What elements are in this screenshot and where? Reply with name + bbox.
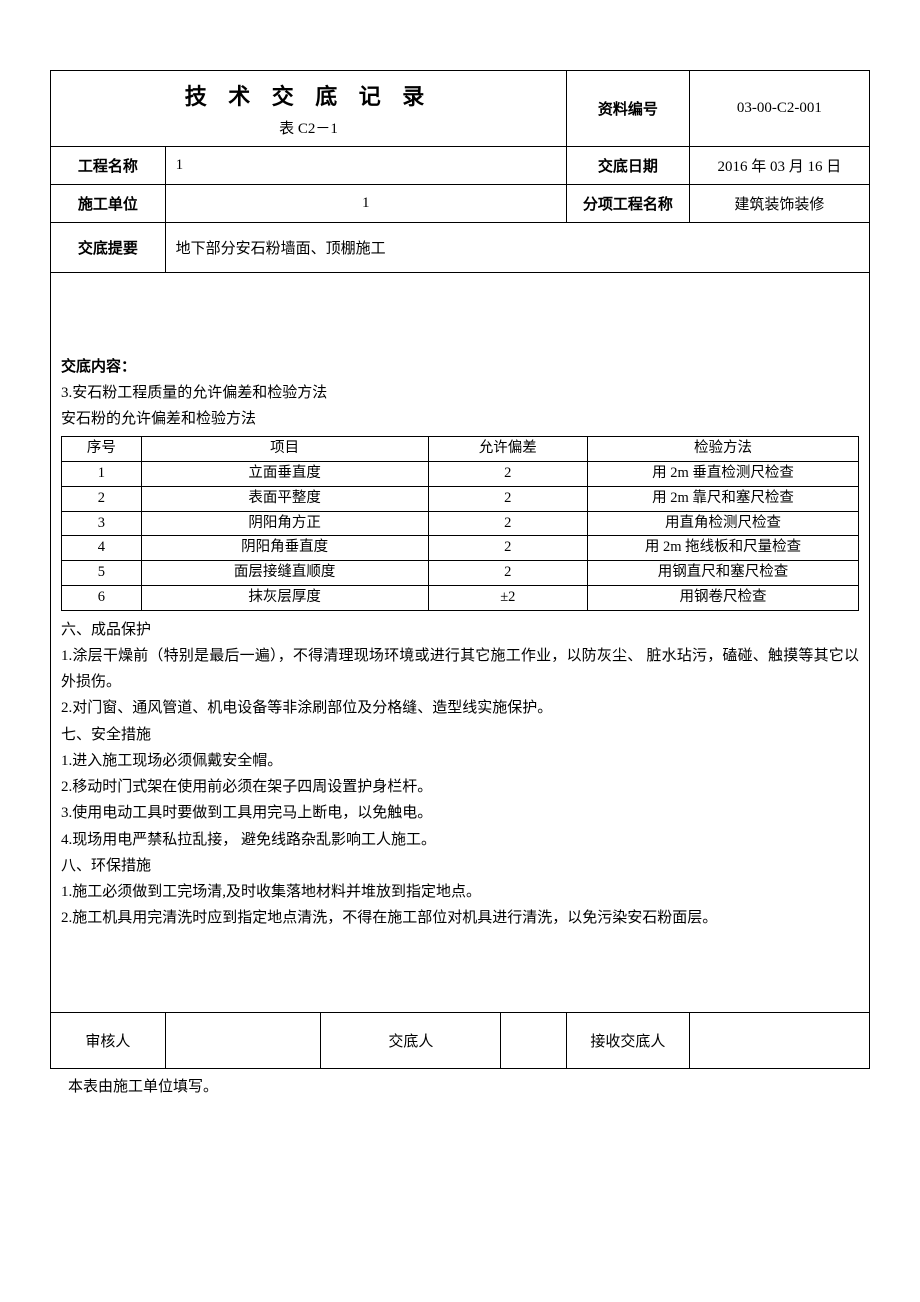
summary-label: 交底提要 [51,223,166,273]
cell-method: 用 2m 垂直检测尺检查 [588,462,859,487]
cell-seq: 2 [62,486,142,511]
cell-item: 阴阳角方正 [141,511,428,536]
unit-value: 1 [165,185,566,223]
cell-method: 用钢直尺和塞尺检查 [588,561,859,586]
main-document-table: 技 术 交 底 记 录 表 C2－1 资料编号 03-00-C2-001 工程名… [50,70,870,1069]
cell-item: 抹灰层厚度 [141,585,428,610]
summary-value: 地下部分安石粉墙面、顶棚施工 [165,223,869,273]
section6-item-2: 2.对门窗、通风管道、机电设备等非涂刷部位及分格缝、造型线实施保护。 [61,695,859,721]
intro-line-1: 3.安石粉工程质量的允许偏差和检验方法 [61,380,859,406]
cell-seq: 1 [62,462,142,487]
intro-line-2: 安石粉的允许偏差和检验方法 [61,406,859,432]
section7-item-2: 2.移动时门式架在使用前必须在架子四周设置护身栏杆。 [61,774,859,800]
cell-dev: 2 [428,462,587,487]
table-row: 1 立面垂直度 2 用 2m 垂直检测尺检查 [62,462,859,487]
sig-value-discloser [501,1013,567,1069]
table-row: 5 面层接缝直顺度 2 用钢直尺和塞尺检查 [62,561,859,586]
doc-no-label: 资料编号 [566,71,689,147]
table-row: 3 阴阳角方正 2 用直角检测尺检查 [62,511,859,536]
title-row: 技 术 交 底 记 录 表 C2－1 资料编号 03-00-C2-001 [51,71,870,147]
cell-method: 用 2m 靠尺和塞尺检查 [588,486,859,511]
cell-item: 阴阳角垂直度 [141,536,428,561]
sig-value-reviewer [165,1013,321,1069]
section7-item-1: 1.进入施工现场必须佩戴安全帽。 [61,748,859,774]
sig-label-receiver: 接收交底人 [566,1013,689,1069]
cell-dev: 2 [428,511,587,536]
th-item: 项目 [141,437,428,462]
cell-seq: 6 [62,585,142,610]
table-row: 2 表面平整度 2 用 2m 靠尺和塞尺检查 [62,486,859,511]
section6-title: 六、成品保护 [61,617,859,643]
section6-item-1: 1.涂层干燥前（特别是最后一遍），不得清理现场环境或进行其它施工作业，以防灰尘、… [61,643,859,696]
cell-method: 用钢卷尺检查 [588,585,859,610]
cell-item: 立面垂直度 [141,462,428,487]
th-method: 检验方法 [588,437,859,462]
sub-value: 建筑装饰装修 [689,185,869,223]
sig-label-reviewer: 审核人 [51,1013,166,1069]
section7-item-3: 3.使用电动工具时要做到工具用完马上断电，以免触电。 [61,800,859,826]
section8-item-2: 2.施工机具用完清洗时应到指定地点清洗，不得在施工部位对机具进行清洗，以免污染安… [61,905,859,931]
title-cell: 技 术 交 底 记 录 表 C2－1 [51,71,567,147]
section8-item-1: 1.施工必须做到工完场清,及时收集落地材料并堆放到指定地点。 [61,879,859,905]
date-value: 2016 年 03 月 16 日 [689,147,869,185]
date-label: 交底日期 [566,147,689,185]
cell-dev: 2 [428,561,587,586]
document-subtitle: 表 C2－1 [61,117,556,138]
cell-dev: 2 [428,536,587,561]
content-row: 交底内容： 3.安石粉工程质量的允许偏差和检验方法 安石粉的允许偏差和检验方法 … [51,273,870,1013]
sig-value-receiver [689,1013,869,1069]
cell-dev: ±2 [428,585,587,610]
project-label: 工程名称 [51,147,166,185]
deviation-table: 序号 项目 允许偏差 检验方法 1 立面垂直度 2 用 2m 垂直检测尺检查 2… [61,436,859,610]
doc-no-value: 03-00-C2-001 [689,71,869,147]
content-cell: 交底内容： 3.安石粉工程质量的允许偏差和检验方法 安石粉的允许偏差和检验方法 … [51,273,870,1013]
summary-row: 交底提要 地下部分安石粉墙面、顶棚施工 [51,223,870,273]
table-row: 4 阴阳角垂直度 2 用 2m 拖线板和尺量检查 [62,536,859,561]
content-heading: 交底内容： [61,354,859,380]
cell-item: 面层接缝直顺度 [141,561,428,586]
signature-row: 审核人 交底人 接收交底人 [51,1013,870,1069]
section7-item-4: 4.现场用电严禁私拉乱接， 避免线路杂乱影响工人施工。 [61,827,859,853]
cell-seq: 4 [62,536,142,561]
th-dev: 允许偏差 [428,437,587,462]
section8-title: 八、环保措施 [61,853,859,879]
sig-label-discloser: 交底人 [321,1013,501,1069]
table-header-row: 序号 项目 允许偏差 检验方法 [62,437,859,462]
document-title: 技 术 交 底 记 录 [61,79,556,111]
table-row: 6 抹灰层厚度 ±2 用钢卷尺检查 [62,585,859,610]
section7-title: 七、安全措施 [61,722,859,748]
cell-seq: 3 [62,511,142,536]
cell-method: 用 2m 拖线板和尺量检查 [588,536,859,561]
th-seq: 序号 [62,437,142,462]
unit-label: 施工单位 [51,185,166,223]
project-row: 工程名称 1 交底日期 2016 年 03 月 16 日 [51,147,870,185]
unit-row: 施工单位 1 分项工程名称 建筑装饰装修 [51,185,870,223]
cell-method: 用直角检测尺检查 [588,511,859,536]
project-value: 1 [165,147,566,185]
sub-label: 分项工程名称 [566,185,689,223]
cell-seq: 5 [62,561,142,586]
cell-item: 表面平整度 [141,486,428,511]
footer-note: 本表由施工单位填写。 [50,1075,870,1096]
cell-dev: 2 [428,486,587,511]
